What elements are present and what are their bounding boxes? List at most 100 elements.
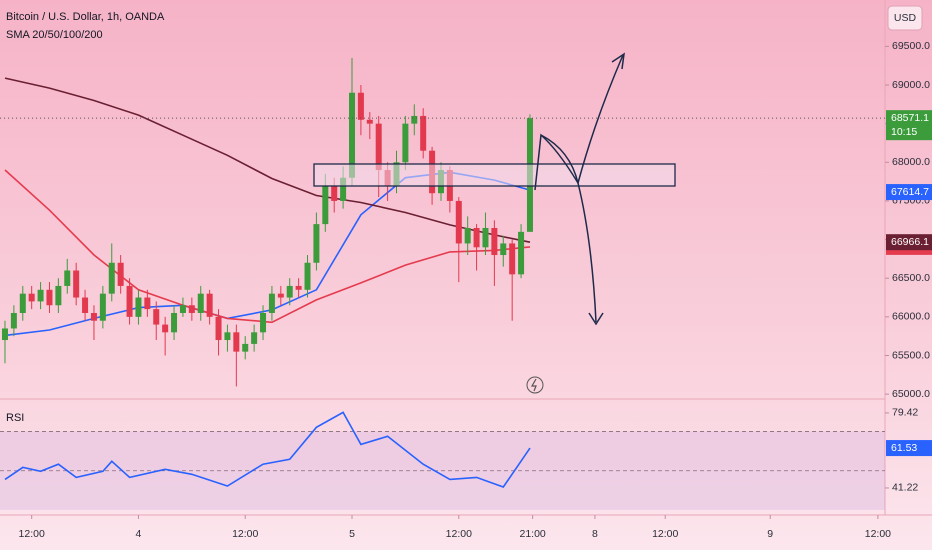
candle-body: [304, 262, 311, 290]
price-badge: [886, 440, 932, 457]
candle-body: [411, 115, 418, 124]
x-tick-label: 12:00: [446, 528, 472, 540]
candle-body: [64, 270, 71, 286]
candle-body: [1, 328, 8, 341]
price-badge-label: 61.53: [891, 442, 917, 454]
event-icon-bolt: [530, 378, 537, 392]
price-badge: [886, 234, 932, 251]
x-tick-label: 12:00: [232, 528, 258, 540]
y-tick-label: 66000.0: [892, 311, 930, 323]
drawn-path-up[interactable]: [534, 54, 624, 191]
candle-body: [331, 185, 338, 201]
candle-body: [286, 285, 293, 298]
candle-body: [260, 312, 267, 333]
candle-body: [135, 297, 142, 317]
candle-body: [215, 316, 222, 341]
price-badge-label: 68571.1: [891, 112, 929, 124]
candle-body: [162, 324, 169, 333]
y-tick-label: 65500.0: [892, 349, 930, 361]
candle-body: [90, 312, 97, 321]
currency-button[interactable]: [887, 5, 923, 31]
candle-body: [188, 305, 195, 313]
line: [4, 77, 531, 243]
x-tick-label: 4: [136, 528, 142, 540]
candle-body: [295, 285, 302, 290]
y-tick-label: 65000.0: [892, 388, 930, 400]
candle-body: [340, 177, 347, 201]
candle-body: [171, 312, 178, 333]
price-badge: [886, 110, 932, 141]
y-tick-label: 68000.0: [892, 156, 930, 168]
price-badge-label: 67614.7: [891, 186, 929, 198]
candle-body: [55, 285, 62, 306]
candle-body: [322, 185, 329, 225]
line: [4, 411, 531, 488]
x-tick-label: 12:00: [19, 528, 45, 540]
candle-body: [518, 231, 525, 275]
candle-body: [509, 243, 516, 275]
x-tick-label: 8: [592, 528, 598, 540]
y-tick-label: 69500.0: [892, 40, 930, 52]
drawn-zone[interactable]: [313, 163, 676, 187]
event-icon[interactable]: [526, 376, 544, 394]
candle-body: [144, 297, 151, 310]
candle-body: [268, 293, 275, 313]
x-tick-label: 21:00: [519, 528, 545, 540]
candle-body: [251, 332, 258, 344]
x-tick-label: 12:00: [652, 528, 678, 540]
currency: USD: [894, 12, 917, 24]
candle-body: [464, 227, 471, 244]
candle-body: [82, 297, 89, 313]
candle-body: [73, 270, 80, 298]
candle-body: [349, 92, 356, 178]
arrow-head: [588, 312, 604, 326]
candle-body: [242, 343, 249, 352]
line: [4, 169, 531, 324]
candle-body: [277, 293, 284, 298]
candle-body: [126, 285, 133, 317]
indicator-label: SMA 20/50/100/200: [6, 29, 103, 41]
candle-body: [482, 227, 489, 248]
candle-body: [179, 305, 186, 313]
price-badge: [886, 184, 932, 201]
price-badge-label: 66966.1: [891, 236, 929, 248]
candle-body: [357, 92, 364, 120]
x-tick-label: 5: [349, 528, 355, 540]
rsi-tick-label: 79.42: [892, 407, 918, 419]
candle-body: [197, 293, 204, 313]
candle-body: [420, 115, 427, 151]
candle-body: [491, 227, 498, 256]
x-tick-label: 9: [767, 528, 773, 540]
x-tick-label: 12:00: [865, 528, 891, 540]
plot: [0, 45, 889, 519]
candle-body: [473, 227, 480, 248]
y-tick-label: 69000.0: [892, 79, 930, 91]
y-tick-label: 66500.0: [892, 272, 930, 284]
candle-body: [28, 293, 35, 302]
candle-body: [10, 312, 17, 329]
candle-body: [402, 123, 409, 163]
candle-body: [375, 123, 382, 171]
candle-body: [37, 289, 44, 302]
drawn-path-down[interactable]: [540, 134, 597, 323]
candle-body: [108, 262, 115, 294]
candle-body: [117, 262, 124, 286]
rsi-tick-label: 41.22: [892, 482, 918, 494]
candle-body: [19, 293, 26, 313]
candle-body: [366, 119, 373, 124]
candle-body: [500, 243, 507, 256]
candle-body: [153, 309, 160, 325]
candle-body: [206, 293, 213, 317]
candle-body: [233, 332, 240, 352]
candle-body: [46, 289, 53, 306]
arrow-head: [611, 52, 625, 70]
rsi-label: RSI: [6, 412, 24, 424]
countdown: 10:15: [891, 126, 917, 138]
candle-body: [224, 332, 231, 341]
candle-body: [99, 293, 106, 321]
candle-body: [313, 224, 320, 263]
candle-body: [455, 200, 462, 244]
chart-title: Bitcoin / U.S. Dollar, 1h, OANDA: [6, 11, 165, 23]
